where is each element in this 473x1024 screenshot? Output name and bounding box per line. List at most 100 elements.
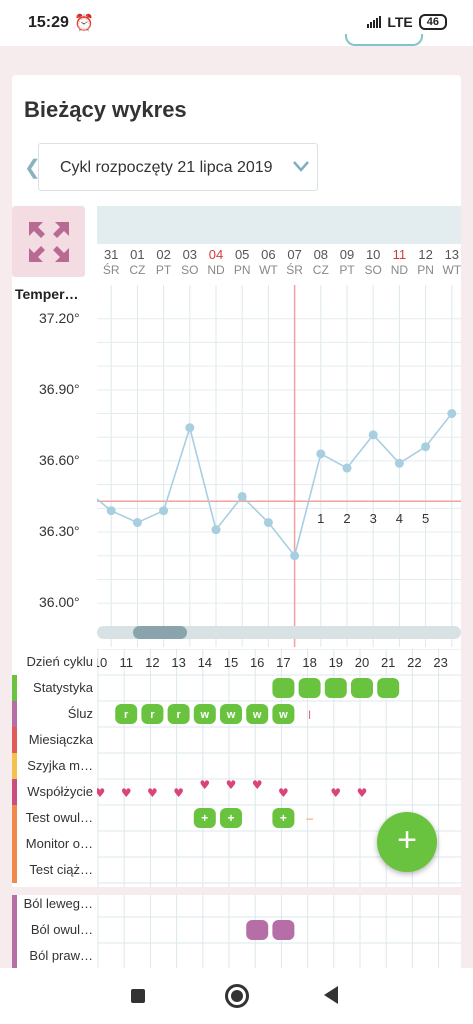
- ovulation-test-marker[interactable]: [193, 808, 216, 828]
- recent-apps-icon[interactable]: [131, 989, 145, 1003]
- heart-icon[interactable]: ♥: [147, 786, 158, 800]
- row-label-text: Statystyka: [33, 680, 93, 695]
- date-column: 10 SO: [360, 247, 386, 277]
- row-label-text: Ból praw…: [29, 948, 93, 963]
- ovulation-test-marker[interactable]: [272, 808, 295, 828]
- heart-icon[interactable]: ♥: [97, 786, 105, 800]
- chart-scroll-thumb[interactable]: [133, 626, 187, 639]
- row-color-bar: [12, 805, 17, 831]
- temperature-point[interactable]: [185, 423, 195, 433]
- ovulation-pain-marker[interactable]: [246, 920, 269, 940]
- heart-icon[interactable]: ♥: [226, 778, 237, 792]
- mucus-marker[interactable]: [272, 704, 295, 724]
- heart-icon[interactable]: ♥: [357, 786, 368, 800]
- row-label[interactable]: Ból praw…: [12, 943, 97, 969]
- date-weekday: ŚR: [286, 263, 303, 277]
- statistics-marker[interactable]: [351, 678, 373, 698]
- temperature-point[interactable]: [237, 491, 247, 501]
- temperature-point[interactable]: [211, 525, 221, 535]
- temperature-point[interactable]: [394, 458, 404, 468]
- row-label-text: Miesiączka: [28, 732, 93, 747]
- heart-icon[interactable]: ♥: [278, 786, 289, 800]
- mucus-marker[interactable]: [246, 704, 269, 724]
- cycle-select[interactable]: Cykl rozpoczęty 21 lipca 2019: [38, 143, 318, 191]
- date-day: 02: [156, 247, 171, 262]
- row-label[interactable]: Statystyka: [12, 675, 97, 701]
- fullscreen-button[interactable]: [12, 206, 85, 277]
- row-label-text: Monitor o…: [25, 836, 93, 851]
- temperature-point[interactable]: [132, 518, 142, 528]
- date-weekday: ŚR: [102, 263, 120, 277]
- row-label[interactable]: Współżycie: [12, 779, 97, 805]
- temperature-point[interactable]: [421, 442, 431, 452]
- mucus-marker[interactable]: [167, 704, 190, 724]
- row-label[interactable]: Szyjka m…: [12, 753, 97, 779]
- ovulation-test-marker[interactable]: [220, 808, 242, 828]
- home-icon[interactable]: [225, 984, 249, 1008]
- mucus-marker[interactable]: [220, 704, 242, 724]
- date-weekday: PN: [417, 263, 434, 277]
- date-weekday: ND: [207, 263, 225, 277]
- row-label-text: Dzień cyklu: [26, 654, 93, 669]
- cycle-day-number: 21: [381, 655, 395, 670]
- temperature-chart[interactable]: 1 2 3 4 5: [97, 285, 461, 647]
- y-tick-label: 37.20°: [39, 309, 80, 326]
- expand-icon: [29, 222, 69, 262]
- date-column: 13 WT: [439, 247, 461, 277]
- row-label[interactable]: Śluz: [12, 701, 97, 727]
- row-label[interactable]: Ból owul…: [12, 917, 97, 943]
- date-weekday: WT: [442, 263, 461, 277]
- cycle-day-number: 17: [276, 655, 290, 670]
- chevron-left-icon[interactable]: ❮: [24, 157, 41, 179]
- cycle-day-number: 23: [433, 655, 447, 670]
- temperature-point[interactable]: [290, 551, 300, 561]
- mucus-marker[interactable]: [141, 704, 164, 724]
- date-day: 01: [130, 247, 145, 262]
- temperature-point[interactable]: [263, 518, 273, 528]
- date-column: 03 SO: [177, 247, 203, 277]
- previous-card-button[interactable]: [345, 34, 423, 46]
- plus-mark: +: [201, 811, 208, 825]
- temperature-point[interactable]: [342, 463, 352, 473]
- date-column: 08 CZ: [308, 247, 334, 277]
- post-ovulation-day-label: 5: [422, 511, 429, 526]
- heart-icon[interactable]: ♥: [330, 786, 341, 800]
- mucus-marker[interactable]: [193, 704, 216, 724]
- back-icon[interactable]: [324, 986, 338, 1004]
- temperature-point[interactable]: [316, 449, 326, 459]
- date-day: 06: [261, 247, 276, 262]
- row-label-text: Współżycie: [27, 784, 93, 799]
- row-label[interactable]: Miesiączka: [12, 727, 97, 753]
- row-label-text: Ból owul…: [30, 922, 93, 937]
- row-label[interactable]: Test owul…: [12, 805, 97, 831]
- date-column: 06 WT: [255, 247, 281, 277]
- ovulation-pain-marker[interactable]: [272, 920, 295, 940]
- statistics-marker[interactable]: [298, 678, 321, 698]
- heart-icon[interactable]: ♥: [199, 778, 210, 792]
- row-label[interactable]: Test ciąż…: [12, 857, 97, 883]
- statistics-marker[interactable]: [377, 678, 400, 698]
- heart-icon[interactable]: ♥: [121, 786, 132, 800]
- date-column: 09 PT: [334, 247, 360, 277]
- temperature-point[interactable]: [368, 430, 378, 440]
- statistics-marker[interactable]: [272, 678, 295, 698]
- temperature-point[interactable]: [447, 409, 457, 419]
- cycle-table[interactable]: 10 11 12 13 14 15 16 17 18 19 20 21 22 23 r r r w w w w I ♥ ♥ ♥ ♥…: [97, 649, 461, 969]
- mucus-marker[interactable]: [115, 704, 138, 724]
- add-entry-button[interactable]: +: [377, 812, 437, 872]
- heart-icon[interactable]: ♥: [173, 786, 184, 800]
- row-label-text: Szyjka m…: [27, 758, 93, 773]
- statistics-marker[interactable]: [324, 678, 347, 698]
- row-label[interactable]: Ból leweg…: [12, 891, 97, 917]
- temperature-point[interactable]: [159, 506, 169, 516]
- cycle-day-number: 16: [250, 655, 264, 670]
- y-tick-label: 36.00°: [39, 594, 80, 611]
- temperature-point[interactable]: [106, 506, 116, 516]
- date-day: 13: [444, 247, 460, 262]
- date-day: 31: [103, 247, 119, 262]
- date-weekday: ND: [390, 263, 409, 277]
- chart-scrollbar[interactable]: [97, 626, 461, 639]
- row-label[interactable]: Monitor o…: [12, 831, 97, 857]
- heart-icon[interactable]: ♥: [252, 778, 263, 792]
- row-label-cycle-day[interactable]: Dzień cyklu: [12, 649, 97, 675]
